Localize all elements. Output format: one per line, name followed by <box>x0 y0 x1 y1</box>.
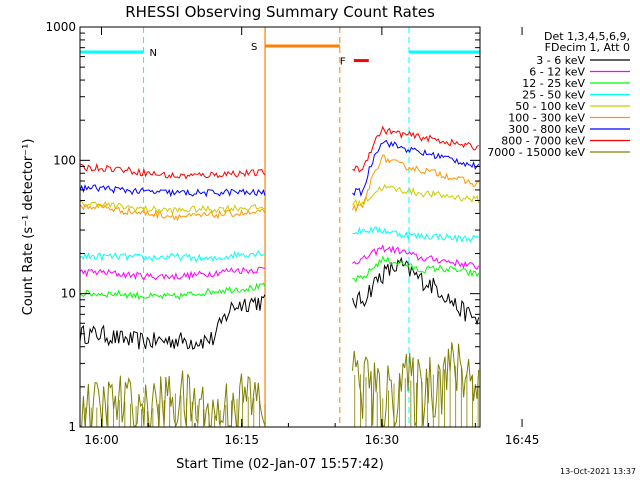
legend-label-800-7000-kev: 800 - 7000 keV <box>501 135 585 148</box>
legend-label-300-800-kev: 300 - 800 keV <box>508 123 585 136</box>
legend-label-50-100-kev: 50 - 100 keV <box>515 100 585 113</box>
legend: Det 1,3,4,5,6,9, FDecim 1, Att 0 3 - 6 k… <box>487 30 630 159</box>
y-tick-label-1000: 1000 <box>45 20 76 34</box>
series-line-800-7000-kev-part-2 <box>352 125 479 173</box>
legend-header-line-2: FDecim 1, Att 0 <box>545 41 630 54</box>
legend-label-100-300-kev: 100 - 300 keV <box>508 112 585 125</box>
series-line-50-100-kev-part-1 <box>79 200 266 216</box>
series-line-3-6-kev-part-2 <box>352 256 480 326</box>
saa-label: S <box>251 42 257 53</box>
timestamp-stamp: 13-Oct-2021 13:37 <box>560 467 636 476</box>
x-tick-label-30: 16:30 <box>365 433 400 447</box>
legend-label-7000-15000-kev: 7000 - 15000 keV <box>487 146 585 159</box>
y-axis-label: Count Rate (s⁻¹ detector⁻¹) <box>21 139 36 316</box>
legend-label-12-25-kev: 12 - 25 keV <box>522 77 585 90</box>
series-line-100-300-kev-part-1 <box>79 203 266 222</box>
flare-label: F <box>340 57 346 68</box>
legend-label-6-12-kev: 6 - 12 keV <box>529 66 585 79</box>
y-tick-label-10: 10 <box>61 287 76 301</box>
night-label: N <box>150 48 157 59</box>
tick-layer: 16:0016:1516:3016:4517:0017:1517:3011010… <box>45 20 540 447</box>
series-line-7000-15000-kev-part-1 <box>80 370 266 428</box>
series-line-800-7000-kev-part-1 <box>79 162 266 180</box>
series-line-3-6-kev-part-1 <box>79 294 266 350</box>
x-tick-label-0: 16:00 <box>84 433 119 447</box>
legend-header-line-1: Det 1,3,4,5,6,9, <box>544 30 630 43</box>
x-tick-label-15: 16:15 <box>224 433 259 447</box>
series-line-25-50-kev-part-2 <box>352 226 480 244</box>
series-line-50-100-kev-part-2 <box>352 183 480 209</box>
series-line-7000-15000-kev-part-2 <box>352 342 480 428</box>
series-line-6-12-kev-part-1 <box>79 266 266 281</box>
y-tick-label-1: 1 <box>68 420 76 434</box>
series-line-25-50-kev-part-1 <box>79 250 266 263</box>
x-tick-label-45: 16:45 <box>505 433 540 447</box>
series-line-6-12-kev-part-2 <box>352 244 480 270</box>
chart-title: RHESSI Observing Summary Count Rates <box>125 3 435 21</box>
series-line-300-800-kev-part-1 <box>79 184 266 198</box>
series-layer <box>79 125 480 428</box>
legend-label-3-6-kev: 3 - 6 keV <box>536 54 585 67</box>
series-line-12-25-kev-part-2 <box>352 255 480 283</box>
plot-frame <box>79 26 481 428</box>
series-line-12-25-kev-part-1 <box>79 282 266 301</box>
legend-label-25-50-kev: 25 - 50 keV <box>522 89 585 102</box>
series-line-100-300-kev-part-2 <box>352 154 479 214</box>
y-tick-label-100: 100 <box>53 153 76 167</box>
x-axis-label: Start Time (02-Jan-07 15:57:42) <box>176 457 384 472</box>
series-line-300-800-kev-part-2 <box>352 139 480 198</box>
